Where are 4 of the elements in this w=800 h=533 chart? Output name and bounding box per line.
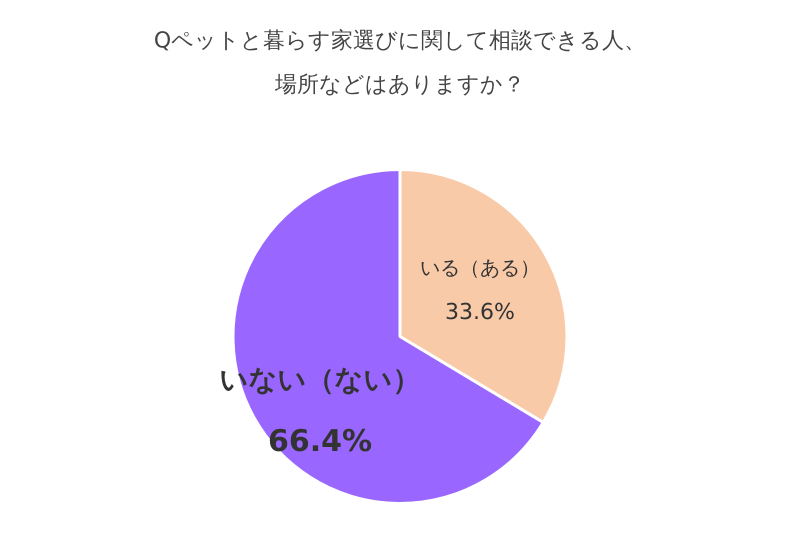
slice-label: いる（ある） (420, 255, 540, 280)
data-label: 66.4% (268, 424, 372, 460)
data-label: 33.6% (444, 300, 515, 325)
chart-title: Qペットと暮らす家選びに関して相談できる人、場所などはありますか？ (154, 28, 646, 98)
